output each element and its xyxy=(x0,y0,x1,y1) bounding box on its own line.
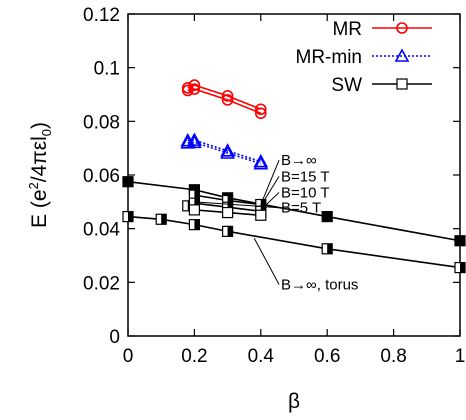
data-point-circle xyxy=(181,84,194,97)
data-point-square xyxy=(255,209,267,221)
annotation-label: B=15 T xyxy=(281,168,330,185)
data-point-triangle xyxy=(187,132,202,146)
series-line xyxy=(187,141,262,165)
y-tick-label: 0.12 xyxy=(83,5,120,26)
legend: MR MR-min SW xyxy=(296,19,432,96)
series xyxy=(188,204,267,221)
x-tick-label: 1 xyxy=(455,346,466,367)
data-point-triangle xyxy=(187,134,202,149)
data-point-triangle xyxy=(253,156,269,170)
series xyxy=(180,134,269,170)
series-line xyxy=(127,215,461,269)
annotation-label: B→∞ xyxy=(281,152,317,169)
series xyxy=(181,83,267,120)
data-point-circle xyxy=(221,94,234,106)
data-point-square xyxy=(122,210,134,223)
data-point-square xyxy=(222,225,234,237)
y-axis-label-part: E (e xyxy=(28,189,51,228)
legend-label: MR-min xyxy=(296,47,363,68)
y-tick-label: 0.06 xyxy=(83,166,120,187)
data-point-square-fill xyxy=(128,211,133,222)
y-tick-label: 0.1 xyxy=(94,59,120,80)
y-axis-label-part: ) xyxy=(28,122,51,129)
data-point-square-fill xyxy=(227,226,233,237)
data-point-circle xyxy=(254,103,267,116)
y-tick-label: 0 xyxy=(109,327,120,348)
data-point-circle xyxy=(396,22,408,34)
data-point-square-fill xyxy=(260,199,266,210)
series-layer xyxy=(122,79,466,274)
data-point-square xyxy=(122,176,134,188)
annotation-label: B=5 T xyxy=(281,200,321,217)
data-point-triangle xyxy=(220,145,235,159)
annotation-leader xyxy=(260,160,280,205)
x-axis-label: β xyxy=(288,390,300,413)
annotation-layer: B→∞B=15 TB=10 TB=5 T B→∞, torus xyxy=(194,152,358,293)
x-tick-label: 0 xyxy=(123,346,134,367)
tick-layer: 0 0.2 0.4 0.6 0.8 1 0 0.02 0.04 0.06 0.08 0.1 0.12 xyxy=(83,5,465,367)
x-tick-label: 0.2 xyxy=(181,346,207,367)
data-point-square xyxy=(321,243,333,255)
y-tick-label: 0.08 xyxy=(83,112,120,133)
data-point-triangle xyxy=(253,153,269,168)
x-tick-label: 0.8 xyxy=(380,346,406,367)
data-point-circle xyxy=(221,90,234,102)
annotation-leader xyxy=(253,237,280,285)
series-line xyxy=(187,139,262,163)
annotation-leader xyxy=(194,201,280,209)
data-point-triangle xyxy=(394,48,410,62)
data-point-square-fill xyxy=(161,214,167,225)
x-tick-label: 0.4 xyxy=(248,346,275,367)
y-tick-label: 0.02 xyxy=(83,273,120,294)
legend-label: SW xyxy=(331,75,362,96)
series-line xyxy=(187,88,262,115)
y-axis-label: E (e2/4πεl0) xyxy=(26,122,54,228)
data-point-square-fill xyxy=(327,243,333,254)
data-point-square xyxy=(188,204,200,216)
data-point-square xyxy=(155,213,167,225)
y-tick-label: 0.04 xyxy=(83,220,120,241)
x-tick-label: 0.6 xyxy=(314,346,340,367)
y-axis-label-part: /4πεl xyxy=(28,136,51,182)
data-point-triangle xyxy=(220,143,235,157)
data-point-circle xyxy=(254,107,267,120)
data-point-square xyxy=(188,219,200,231)
data-point-square xyxy=(396,78,408,90)
series xyxy=(122,210,466,274)
data-point-square-fill xyxy=(194,190,200,201)
legend-label: MR xyxy=(332,19,362,40)
data-point-square xyxy=(454,261,466,274)
y-axis-label-subscript: 0 xyxy=(39,129,54,136)
data-point-square xyxy=(222,206,234,219)
y-axis-label-superscript: 2 xyxy=(26,182,41,189)
annotation-label: B→∞, torus xyxy=(281,276,358,293)
annotation-leader xyxy=(260,176,280,207)
data-point-circle xyxy=(188,83,201,95)
data-point-square-fill xyxy=(194,219,200,230)
data-point-square xyxy=(454,235,466,247)
data-point-square-fill xyxy=(227,195,233,206)
data-point-square xyxy=(321,210,333,223)
annotation-label: B=10 T xyxy=(281,184,330,201)
data-point-square-fill xyxy=(460,262,465,273)
series xyxy=(180,132,269,168)
data-point-square-fill xyxy=(194,198,200,209)
